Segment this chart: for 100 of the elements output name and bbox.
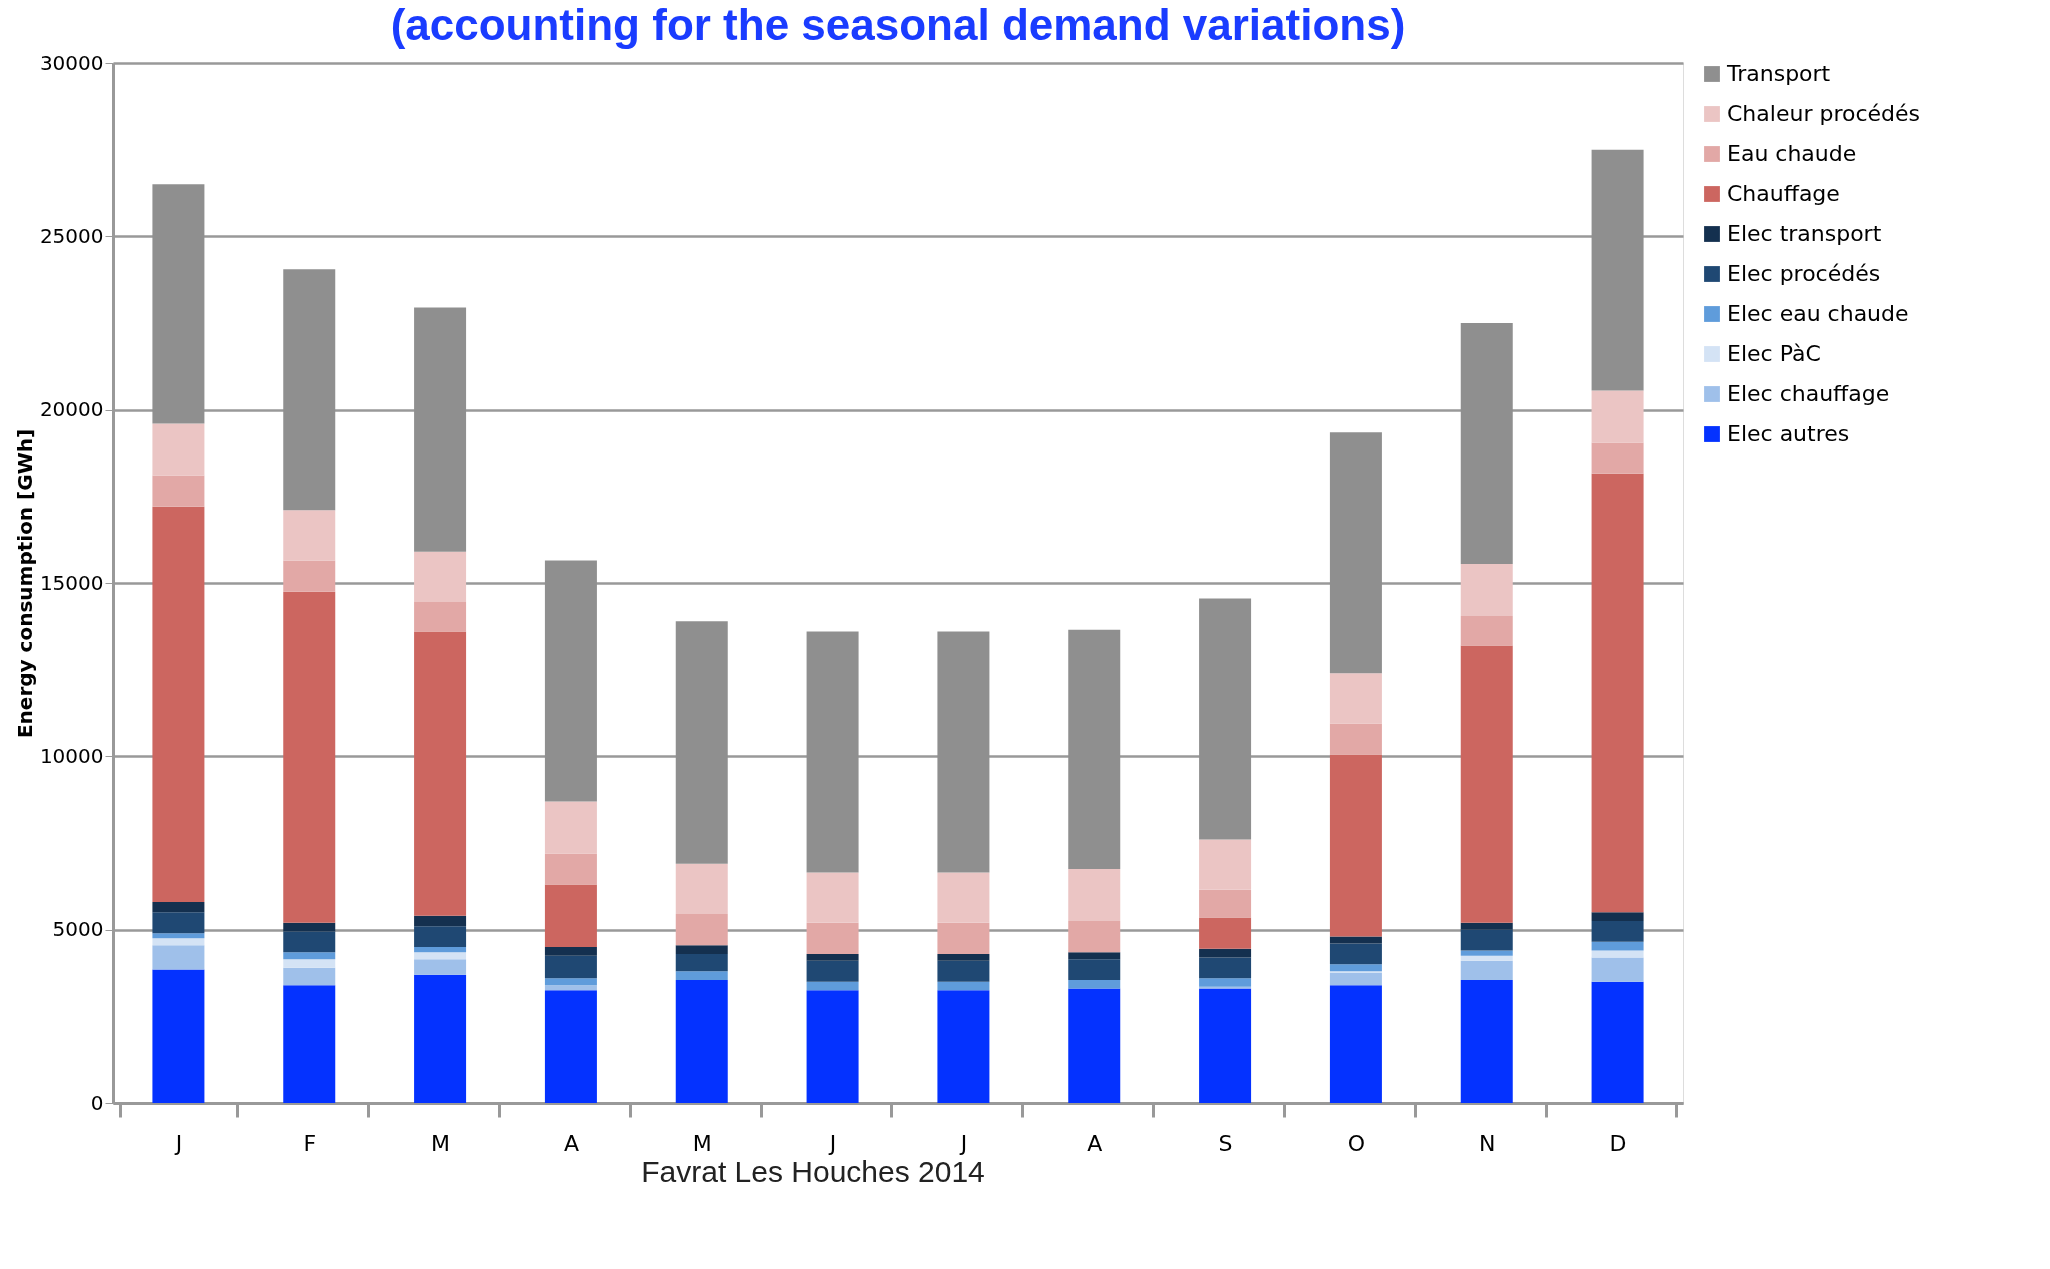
bar — [544, 955, 597, 979]
bar — [806, 981, 859, 991]
bar — [152, 945, 205, 970]
bar — [414, 926, 467, 947]
bar — [283, 510, 336, 561]
bar — [1329, 943, 1382, 965]
bar — [1591, 981, 1644, 1103]
bar — [544, 853, 597, 885]
bar — [1591, 390, 1644, 443]
bar — [937, 990, 990, 1103]
bar — [414, 915, 467, 927]
legend-label: Transport — [1726, 61, 1831, 86]
bar — [1460, 615, 1513, 646]
bar — [152, 938, 205, 946]
bar — [1329, 723, 1382, 755]
legend-label: Elec eau chaude — [1727, 301, 1909, 326]
bar — [152, 901, 205, 913]
y-tick-label: 10000 — [39, 743, 104, 768]
x-tick-label: N — [1479, 1130, 1496, 1156]
x-tick-label: M — [692, 1130, 712, 1156]
y-tick-label: 0 — [90, 1090, 104, 1115]
x-tick-label: J — [173, 1130, 183, 1156]
bar — [1591, 941, 1644, 951]
bar — [152, 933, 205, 939]
bar — [1329, 754, 1382, 937]
bar — [283, 952, 336, 960]
bar — [1068, 979, 1121, 989]
bar — [152, 506, 205, 902]
bar — [1199, 957, 1252, 979]
bar — [152, 969, 205, 1103]
bar — [1199, 978, 1252, 987]
bar — [806, 960, 859, 982]
bar — [152, 475, 205, 507]
bar — [414, 551, 467, 603]
bar — [1460, 563, 1513, 616]
y-tick-label: 5000 — [52, 917, 104, 942]
chart-title: (accounting for the seasonal demand variations) — [390, 0, 1406, 49]
bar — [283, 985, 336, 1103]
legend-label: Elec transport — [1727, 221, 1882, 246]
bar — [1329, 985, 1382, 1103]
bar — [1068, 869, 1121, 921]
bar — [937, 922, 990, 954]
bar — [414, 631, 467, 916]
bar — [1460, 979, 1513, 1103]
legend-label: Elec autres — [1727, 421, 1850, 446]
bar — [1460, 950, 1513, 956]
bar — [1199, 889, 1252, 918]
x-tick-label: O — [1347, 1130, 1366, 1156]
bar — [283, 922, 336, 932]
y-tick-label: 15000 — [39, 570, 104, 595]
bar — [937, 960, 990, 982]
bar — [544, 884, 597, 947]
bar — [1068, 921, 1121, 953]
legend-label: Eau chaude — [1727, 141, 1857, 166]
bar — [1199, 917, 1252, 949]
bar — [806, 872, 859, 923]
bar — [1591, 473, 1644, 913]
bar — [283, 959, 336, 968]
x-tick-label: F — [303, 1130, 317, 1156]
x-tick-label: S — [1218, 1130, 1233, 1156]
x-tick-label: A — [1087, 1130, 1103, 1156]
y-axis-title: Energy consumption [GWh] — [12, 428, 37, 739]
bar — [1329, 973, 1382, 986]
bar — [1329, 673, 1382, 724]
y-tick-label: 25000 — [39, 223, 104, 248]
legend-label: Chaleur procédés — [1727, 101, 1920, 126]
bar — [806, 922, 859, 954]
bar — [414, 952, 467, 960]
bar — [1591, 442, 1644, 474]
bar — [1329, 964, 1382, 972]
bar — [675, 979, 728, 1103]
bar — [675, 863, 728, 915]
bar — [1068, 959, 1121, 980]
bar — [1068, 952, 1121, 960]
bar — [675, 914, 728, 946]
bar — [1591, 950, 1644, 958]
bar — [937, 872, 990, 923]
bar — [1199, 988, 1252, 1103]
x-tick-label: J — [827, 1130, 837, 1156]
bar — [283, 560, 336, 592]
bar — [544, 978, 597, 986]
bar — [937, 981, 990, 991]
x-tick-label: A — [563, 1130, 579, 1156]
bar — [1591, 957, 1644, 982]
bar — [414, 602, 467, 632]
bar — [544, 985, 597, 991]
bar — [1460, 929, 1513, 951]
legend-label: Elec chauffage — [1727, 381, 1890, 406]
text: Favrat Les Houches 2014 — [641, 1155, 985, 1188]
bar — [675, 945, 728, 954]
bar — [414, 947, 467, 953]
bar — [544, 990, 597, 1103]
bar — [1460, 645, 1513, 923]
bar — [544, 801, 597, 854]
bar — [937, 953, 990, 961]
bar — [1199, 839, 1252, 890]
bar — [283, 931, 336, 953]
bar — [414, 959, 467, 975]
bar — [1460, 922, 1513, 930]
bar — [544, 947, 597, 956]
